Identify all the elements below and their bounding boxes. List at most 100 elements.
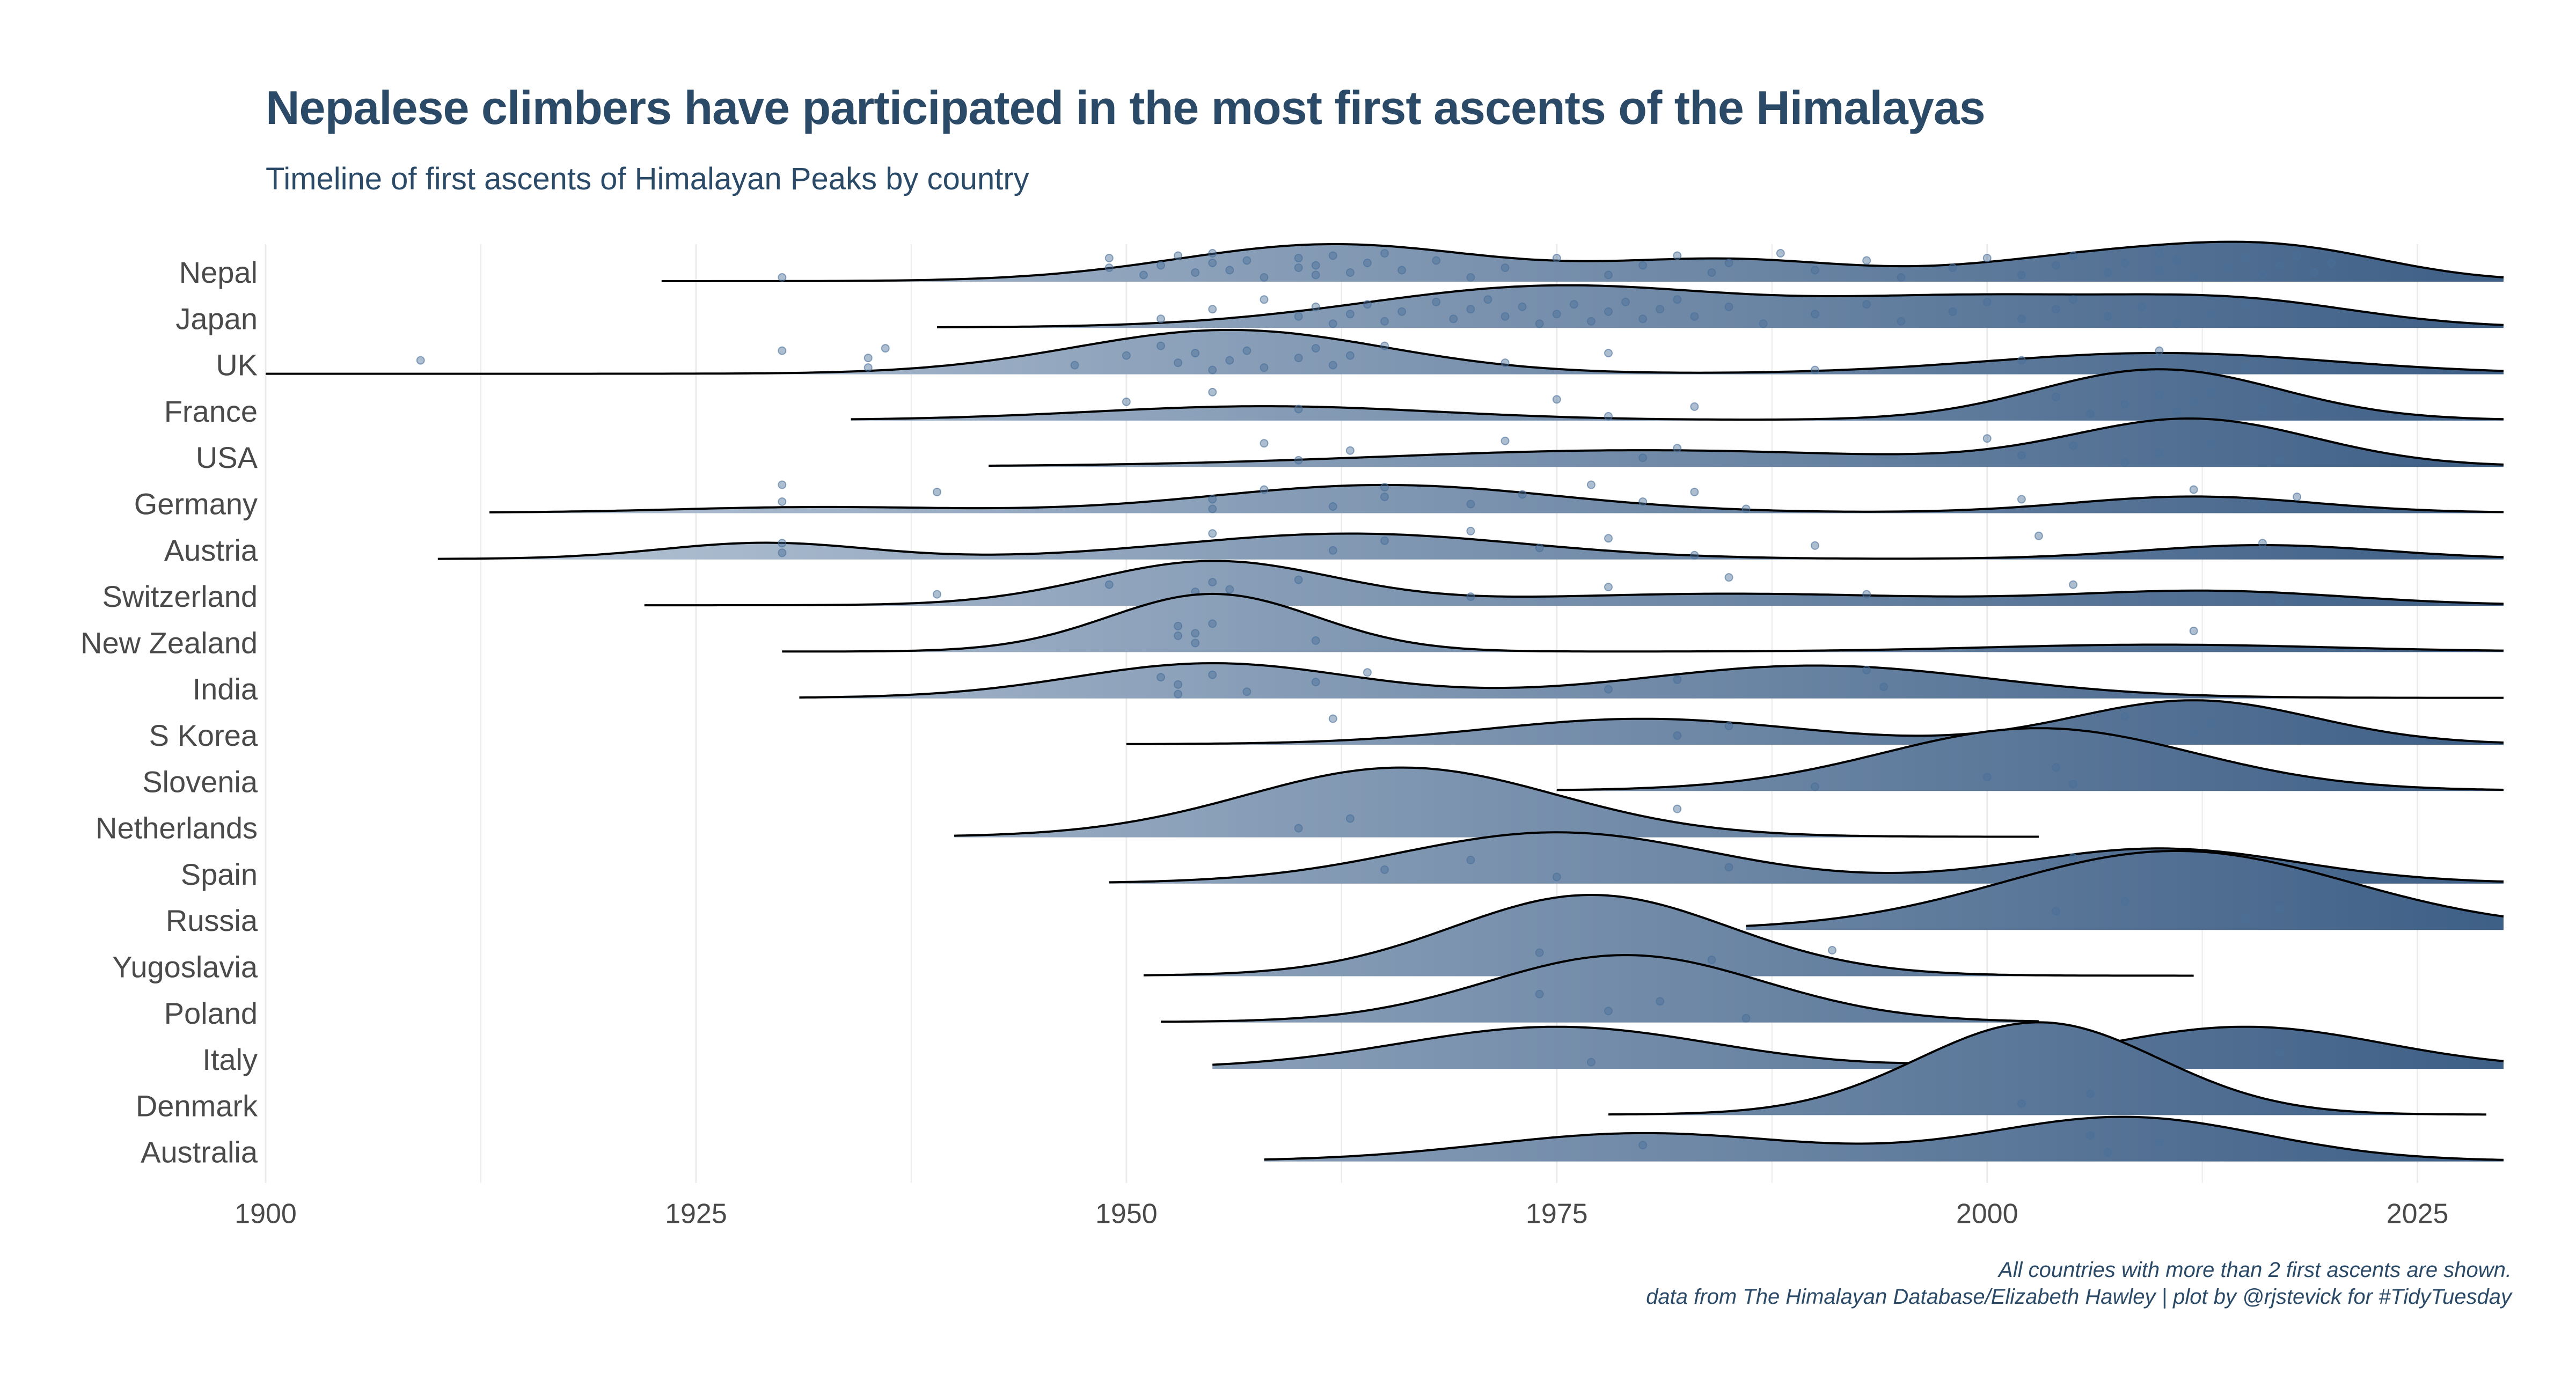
ridge-outline [266,328,2504,375]
ridge-area [782,593,2504,652]
data-point [1604,349,1613,358]
data-point [2241,300,2250,309]
data-point [2103,268,2112,277]
data-point [2258,270,2267,280]
data-point [1656,305,1665,314]
data-point [1466,500,1475,509]
data-point [2069,251,2078,260]
y-tick-label: New Zealand [80,626,258,659]
data-point [1139,270,1148,280]
ridge-austria [437,526,2504,560]
data-point [1982,297,1992,306]
ridge-area [437,533,2504,560]
data-point [1208,495,1217,504]
data-point [1586,317,1596,326]
data-point [2293,395,2302,404]
x-tick-label: 1900 [235,1199,297,1230]
data-point [778,346,787,355]
data-point [1862,300,1871,309]
data-point [1673,804,1682,813]
ridge-russia [1746,850,2504,930]
data-point [1294,263,1303,272]
data-point [1174,251,1183,260]
data-point [1294,405,1303,414]
data-point [1535,989,1544,998]
data-point [1174,689,1183,699]
ridge-outline [937,284,2504,328]
data-point [1174,680,1183,689]
ridge-new-zealand [782,592,2504,653]
data-point [1828,946,1836,955]
data-point [1311,302,1320,311]
data-point [1208,670,1217,679]
data-point [1569,300,1578,309]
data-point [1604,534,1613,543]
ridge-yugoslavia [1143,894,2194,977]
data-point [1104,254,1114,262]
ridge-area [1264,1117,2504,1162]
y-tick-label: India [193,672,258,706]
data-point [1724,863,1733,872]
data-point [1810,782,1819,791]
data-point [2275,904,2284,913]
data-point [2120,400,2129,409]
data-point [1724,573,1733,582]
data-point [2310,268,2319,277]
data-point [2155,449,2164,458]
data-point [2069,580,2078,589]
ridge-uk [266,328,2504,375]
data-point [1948,307,1957,316]
data-point [1673,295,1682,304]
data-point [1380,249,1389,258]
data-point [1432,256,1441,265]
ridge-outline [851,368,2504,421]
data-point [1191,268,1200,277]
data-point [1759,319,1768,328]
ridge-area [937,285,2504,328]
ridge-area [1212,1026,2504,1069]
x-tick-label: 1950 [1095,1199,1158,1230]
data-point [1810,541,1819,550]
ridge-area [1126,700,2504,745]
data-point [863,354,873,363]
data-point [2069,295,2078,304]
data-point [1552,254,1561,262]
data-point [1466,305,1475,314]
data-point [1157,261,1165,270]
data-point [2069,780,2078,789]
caption-note: All countries with more than 2 first asc… [1999,1258,2512,1282]
data-point [1604,685,1613,694]
data-point [1707,956,1716,964]
y-tick-label: S Korea [149,718,258,752]
data-point [2120,259,2129,267]
y-tick-label: Germany [134,487,258,521]
data-point [778,539,787,548]
data-point [2103,1148,2112,1157]
data-point [2052,763,2060,772]
data-point [1380,865,1389,874]
data-point [1242,346,1252,355]
data-point [1501,312,1510,321]
data-point [1638,314,1648,324]
data-point [2052,392,2060,401]
data-point [1862,256,1871,265]
data-point [1466,855,1475,864]
data-point [1208,504,1217,513]
ridge-outline [1746,850,2504,927]
data-point [2206,719,2215,728]
ridge-outline [1109,831,2504,884]
ridge-outline [1161,954,2039,1023]
data-point [2206,310,2215,319]
data-point [1294,575,1303,584]
data-point [1638,497,1648,506]
data-point [2052,907,2060,916]
ridge-australia [1264,1115,2504,1162]
data-point [1208,529,1217,538]
data-point [1638,261,1648,270]
data-point [1604,1007,1613,1016]
data-point [1225,585,1234,594]
data-point [1208,387,1217,397]
ridge-italy [1212,1025,2504,1069]
data-point [1501,436,1510,445]
data-point [2086,1089,2095,1098]
